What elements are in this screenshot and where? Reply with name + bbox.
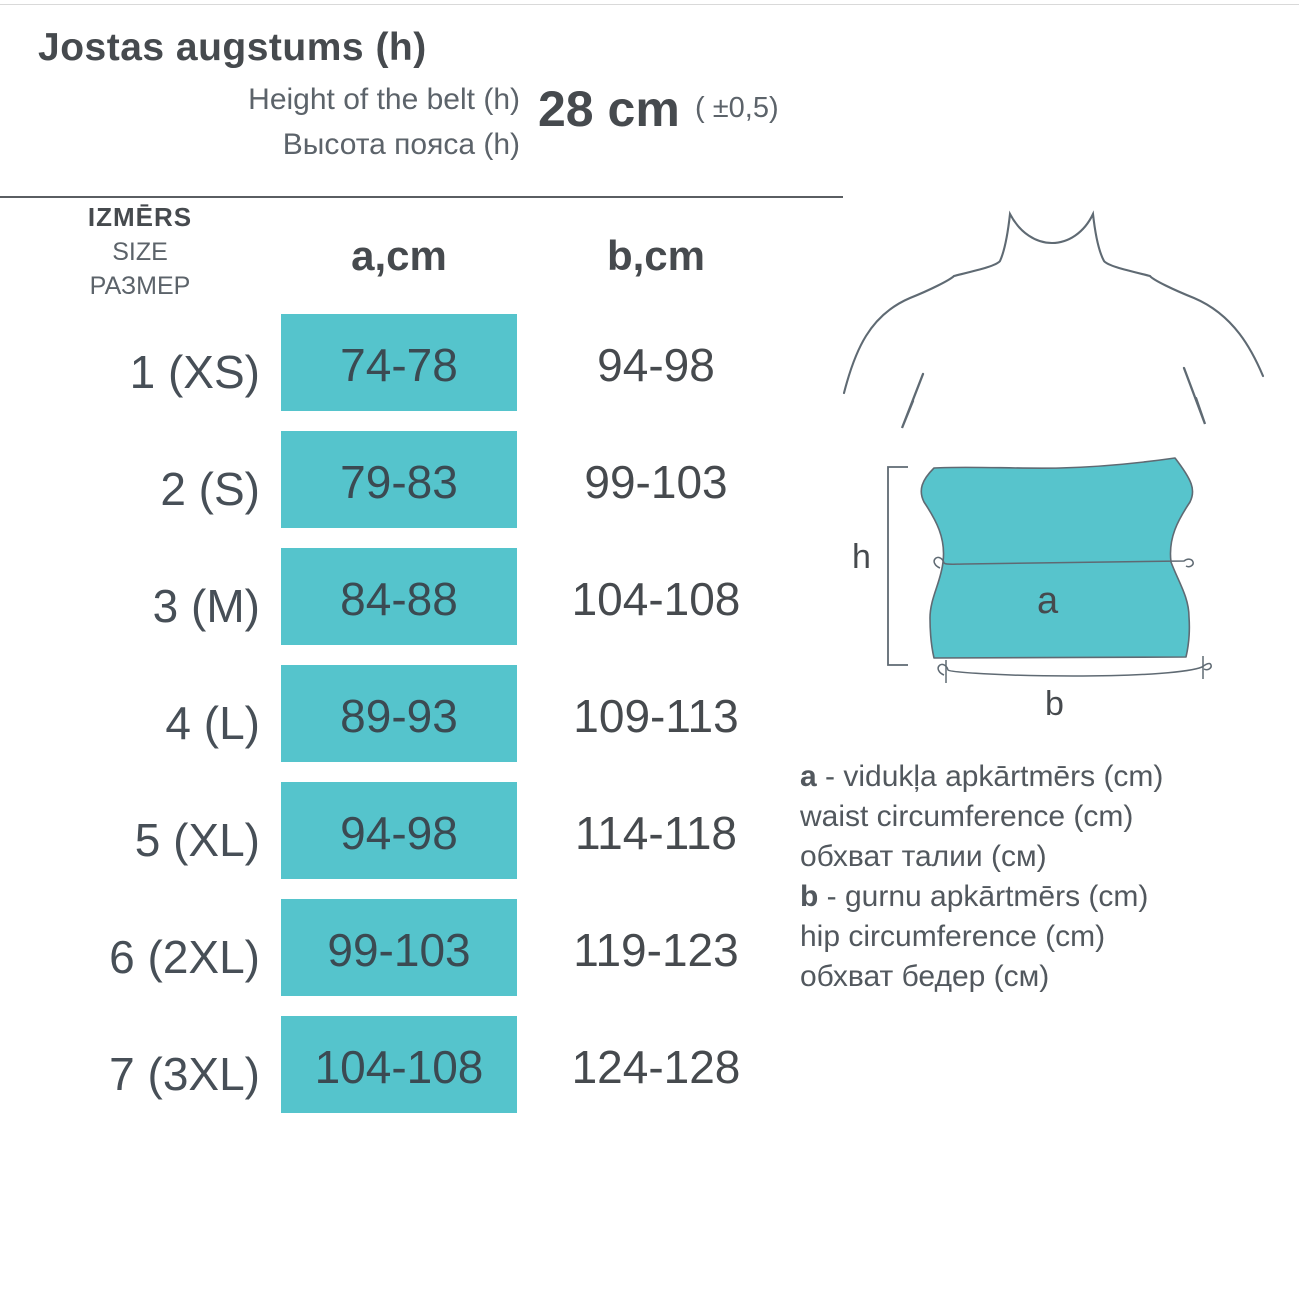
svg-text:h: h xyxy=(852,538,871,576)
svg-text:b: b xyxy=(1045,685,1064,723)
svg-text:a: a xyxy=(1037,580,1059,622)
